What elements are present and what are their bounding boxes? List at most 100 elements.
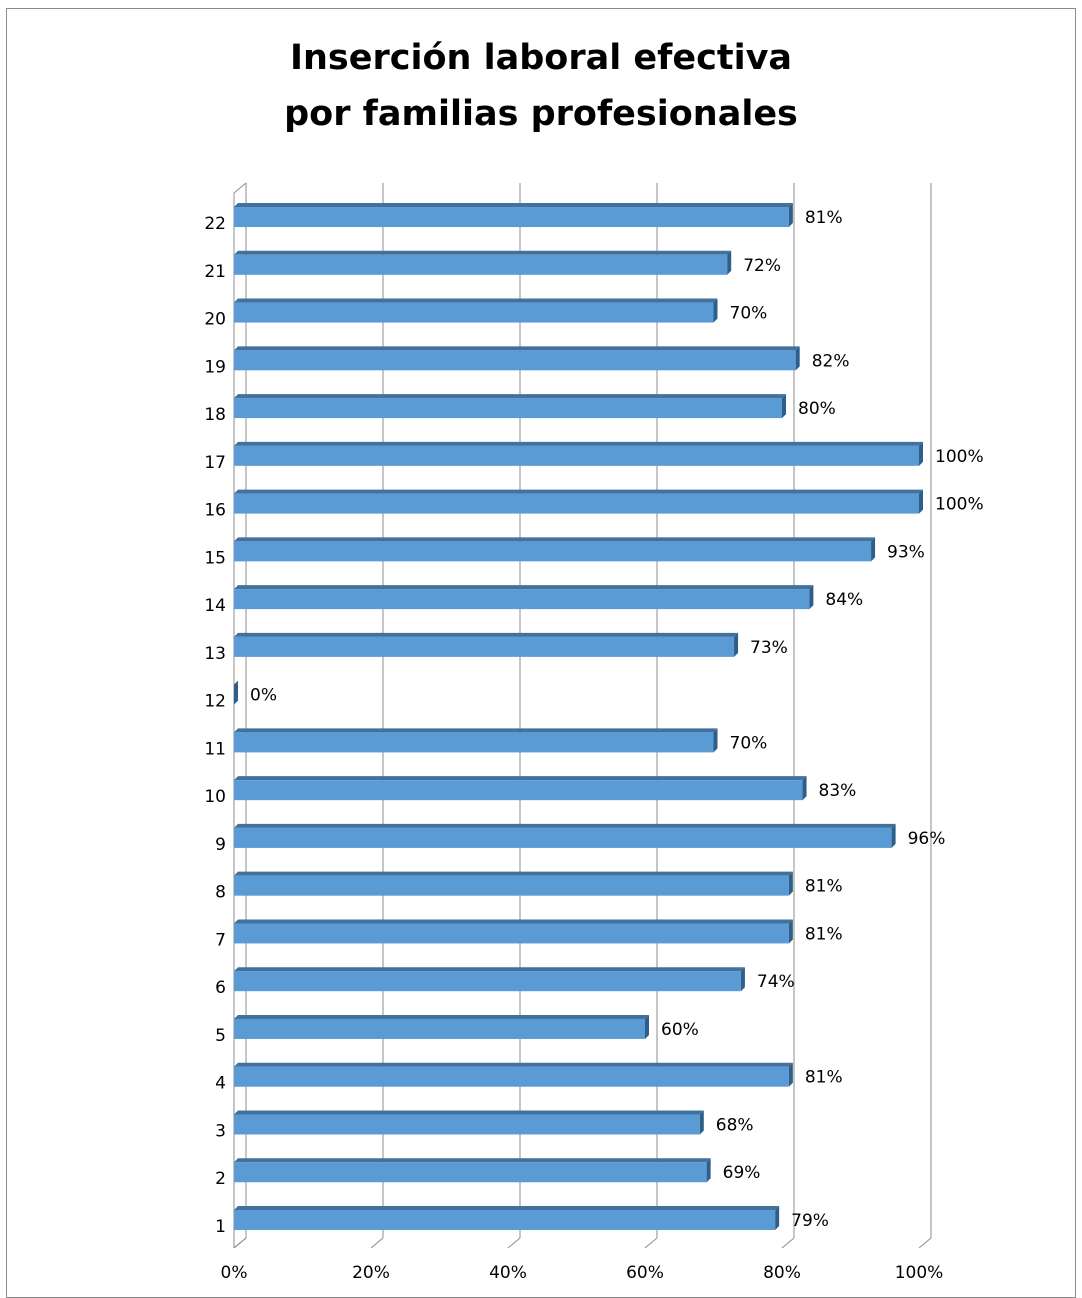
bar — [234, 350, 796, 371]
bar-side-face — [802, 776, 807, 801]
bar-side-face — [919, 489, 923, 514]
bar-top-face — [234, 250, 732, 255]
bar-side-face — [727, 250, 732, 275]
chart-title: Inserción laboral efectiva por familias … — [0, 30, 1082, 142]
bar-top-face — [234, 1206, 780, 1210]
bar — [234, 780, 803, 801]
x-tick-label: 40% — [489, 1263, 527, 1283]
category-label: 16 — [204, 501, 226, 521]
bar — [234, 923, 789, 944]
bar-side-face — [795, 346, 800, 371]
bar-top-face — [234, 346, 800, 351]
data-label: 81% — [805, 1068, 843, 1088]
bar-side-face — [809, 585, 814, 610]
bar-top-face — [234, 585, 814, 590]
bar-side-face — [788, 871, 793, 896]
category-label: 17 — [204, 453, 226, 473]
data-label: 81% — [805, 877, 843, 897]
bar-top-face — [234, 919, 793, 924]
data-label: 83% — [819, 781, 857, 801]
category-label: 22 — [204, 214, 226, 234]
x-floor-line — [781, 1237, 795, 1249]
bar-side-face — [734, 632, 739, 657]
bar — [234, 398, 782, 419]
data-label: 81% — [805, 208, 843, 228]
bar — [234, 732, 714, 753]
bar-side-face — [706, 1158, 711, 1183]
data-label: 0% — [250, 686, 277, 706]
category-label: 8 — [215, 883, 226, 903]
category-label: 1 — [215, 1217, 226, 1237]
bar — [234, 1162, 707, 1183]
bar — [234, 1210, 776, 1230]
bar-side-face — [713, 298, 718, 323]
data-label: 69% — [723, 1163, 761, 1183]
bar — [234, 875, 789, 896]
data-label: 68% — [716, 1115, 754, 1135]
category-label: 18 — [204, 405, 226, 425]
bar — [234, 827, 892, 848]
bar-top-face — [234, 489, 923, 494]
bar-top-face — [234, 632, 739, 637]
bar — [234, 493, 919, 514]
category-label: 20 — [204, 310, 226, 330]
category-label: 11 — [204, 739, 226, 759]
chart-title-line-2: por familias profesionales — [284, 94, 798, 134]
bar-side-face — [234, 680, 238, 705]
category-label: 5 — [215, 1026, 226, 1046]
category-label: 12 — [204, 692, 226, 712]
category-label: 15 — [204, 548, 226, 568]
data-label: 70% — [730, 304, 768, 324]
bar-side-face — [775, 1206, 780, 1230]
bar-top-face — [234, 967, 745, 972]
category-label: 4 — [215, 1074, 226, 1094]
bar — [234, 636, 735, 657]
bar — [234, 1066, 789, 1087]
bar-side-face — [699, 1110, 704, 1135]
bar-top-face — [234, 203, 793, 208]
bar — [234, 541, 872, 562]
category-label: 13 — [204, 644, 226, 664]
bar-side-face — [891, 823, 896, 848]
data-label: 79% — [791, 1211, 829, 1231]
bar — [234, 971, 741, 992]
category-label: 14 — [204, 596, 226, 616]
bar-top-face — [234, 1014, 649, 1019]
data-label: 100% — [935, 447, 984, 467]
data-label: 73% — [750, 638, 788, 658]
bar-top-face — [234, 298, 718, 303]
bar-side-face — [645, 1014, 649, 1039]
bar-side-face — [782, 394, 786, 419]
data-label: 72% — [743, 256, 781, 276]
x-tick-label: 80% — [763, 1263, 801, 1283]
bar — [234, 1114, 700, 1135]
bar-top-face — [234, 1110, 704, 1115]
x-floor-line — [644, 1237, 658, 1249]
floor-left-edge — [233, 1237, 247, 1249]
data-label: 70% — [730, 733, 768, 753]
data-label: 93% — [887, 542, 925, 562]
bar — [234, 445, 919, 466]
category-label: 7 — [215, 930, 226, 950]
bar-top-face — [234, 537, 876, 542]
bar-side-face — [871, 537, 876, 562]
bar — [234, 589, 810, 610]
category-label: 3 — [215, 1121, 226, 1141]
category-label: 9 — [215, 835, 226, 855]
bar-side-face — [919, 441, 923, 466]
bar — [234, 207, 789, 228]
data-label: 84% — [825, 590, 863, 610]
category-label: 6 — [215, 978, 226, 998]
bar-side-face — [713, 728, 718, 753]
x-tick-label: 0% — [221, 1263, 248, 1283]
bar-side-face — [740, 967, 745, 992]
x-tick-label: 20% — [352, 1263, 390, 1283]
x-floor-line — [918, 1237, 932, 1249]
bar-top-face — [234, 1158, 711, 1163]
chart-title-line-1: Inserción laboral efectiva — [289, 38, 793, 78]
bar — [234, 302, 714, 323]
bar — [234, 254, 728, 275]
bar-top-face — [234, 776, 807, 781]
category-label: 21 — [204, 262, 226, 282]
data-label: 60% — [661, 1020, 699, 1040]
